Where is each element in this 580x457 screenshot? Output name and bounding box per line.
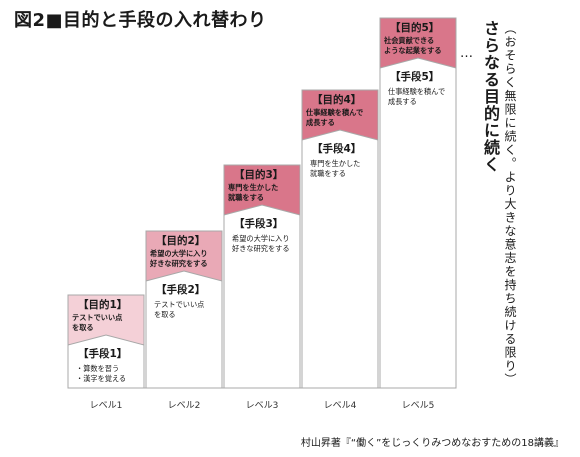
goal-title: 【目的2】 xyxy=(156,234,205,247)
goal-title: 【目的5】 xyxy=(390,21,439,34)
goal-text-line: 希望の大学に入り xyxy=(150,249,208,258)
means-title: 【手段2】 xyxy=(156,283,205,296)
means-title: 【手段3】 xyxy=(234,217,283,230)
means-title: 【手段4】 xyxy=(312,142,361,155)
goal-text-line: 就職をする xyxy=(228,193,264,202)
level-label-3: レベル3 xyxy=(245,401,279,411)
means-text-line: ・算数を習う xyxy=(76,364,119,373)
goal-text-line: を取る xyxy=(72,323,94,332)
goal-text-line: 社会貢献できる xyxy=(383,36,434,45)
level-label-1: レベル1 xyxy=(89,401,123,411)
goal-text-line: ような起業をする xyxy=(384,46,442,55)
goal-text-line: 仕事経験を積んで xyxy=(305,108,363,117)
goal-title: 【目的1】 xyxy=(78,298,127,311)
means-text-line: 仕事経験を積んで xyxy=(388,87,445,96)
means-title: 【手段5】 xyxy=(390,70,439,83)
means-text-line: 専門を生かした xyxy=(310,159,360,168)
means-text-line: 就職をする xyxy=(310,169,346,178)
goal-band xyxy=(379,17,457,69)
level-step-5 xyxy=(379,17,457,389)
level-label-4: レベル4 xyxy=(323,401,357,411)
goal-title: 【目的3】 xyxy=(234,168,283,181)
continuation-heading: さらなる目的に続く xyxy=(481,20,500,173)
level-label-2: レベル2 xyxy=(167,401,201,411)
goal-band xyxy=(301,89,379,141)
figure-title: 図2■目的と手段の入れ替わり xyxy=(14,10,267,31)
means-title: 【手段1】 xyxy=(78,347,127,360)
level-label-5: レベル5 xyxy=(401,401,435,411)
means-text-line: テストでいい点 xyxy=(154,300,204,309)
goal-band xyxy=(67,294,145,346)
level-step-1 xyxy=(67,294,145,389)
goal-band xyxy=(145,230,223,282)
means-text-line: を取る xyxy=(154,310,176,319)
means-text-line: 好きな研究をする xyxy=(232,244,290,253)
step-column xyxy=(379,17,457,389)
source-citation: 村山昇著『“働く”をじっくりみつめなおすための18講義』 xyxy=(300,438,564,449)
level-step-4 xyxy=(301,89,379,389)
continuation-note: （おそらく無限に続く。より大きな意志を持ち続ける限り） xyxy=(503,22,517,387)
goal-text-line: 好きな研究をする xyxy=(149,259,208,268)
goal-band xyxy=(223,164,301,216)
goal-title: 【目的4】 xyxy=(312,93,361,106)
ellipsis-mark: … xyxy=(460,46,474,61)
goal-text-line: 専門を生かした xyxy=(228,183,278,192)
goal-text-line: テストでいい点 xyxy=(72,313,123,322)
level-step-3 xyxy=(223,164,301,389)
means-text-line: 成長する xyxy=(388,97,417,106)
means-text-line: 希望の大学に入り xyxy=(232,234,290,243)
step-column xyxy=(301,89,379,389)
means-text-line: ・漢字を覚える xyxy=(76,374,126,383)
goal-text-line: 成長する xyxy=(306,118,335,127)
